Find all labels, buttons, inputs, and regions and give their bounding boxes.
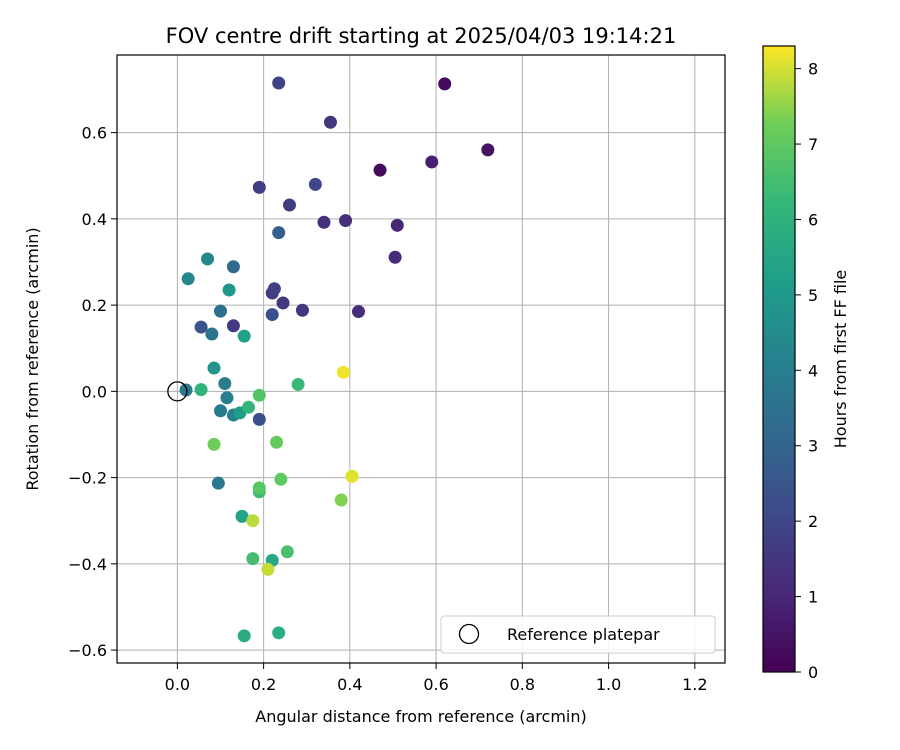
scatter-point [201,252,215,266]
colorbar-gradient [762,45,796,673]
grid-lines [117,55,725,663]
scatter-point [317,215,331,229]
x-tick-label: 0.6 [423,675,448,694]
x-tick-label: 1.0 [596,675,621,694]
scatter-point [282,198,296,212]
scatter-point [345,469,359,483]
legend-entry-label: Reference platepar [507,625,660,644]
scatter-point [425,155,439,169]
scatter-point [270,435,284,449]
plot-frame [116,54,726,664]
scatter-point [237,629,251,643]
scatter-point [218,377,232,391]
chart-title: FOV centre drift starting at 2025/04/03 … [166,24,677,48]
scatter-point [388,250,402,264]
y-tick-label: −0.6 [68,641,107,660]
scatter-point [211,476,225,490]
scatter-point [213,304,227,318]
scatter-point [295,303,309,317]
scatter-point [226,260,240,274]
y-tick-label: 0.0 [82,382,107,401]
x-tick-label: 0.4 [337,675,362,694]
colorbar-tick-label: 3 [808,437,818,456]
scatter-point [323,115,337,129]
scatter-point [235,509,249,523]
scatter-point [242,400,256,414]
scatter-point [213,404,227,418]
colorbar-tick-label: 0 [808,663,818,682]
scatter-point [280,545,294,559]
scatter-point [207,437,221,451]
scatter-point [222,283,236,297]
scatter-point [438,77,452,91]
scatter-point [252,180,266,194]
legend-marker-icon [458,623,480,645]
x-tick-label: 0.0 [165,675,190,694]
data-points [179,76,495,643]
scatter-point [237,329,251,343]
colorbar-tick-label: 7 [808,135,818,154]
scatter-point [205,327,219,341]
colorbar-tick-label: 4 [808,361,818,380]
scatter-point [373,163,387,177]
y-tick-label: −0.2 [68,469,107,488]
reference-point [167,381,188,402]
x-axis-ticks: 0.0 0.2 0.4 0.6 0.8 1.0 1.2 [165,663,708,694]
x-axis-label: Angular distance from reference (arcmin) [255,707,586,726]
legend-box [440,615,716,654]
colorbar-ticks: 0 1 2 3 4 5 6 7 8 [795,60,818,682]
colorbar-tick-label: 5 [808,286,818,305]
scatter-point [265,308,279,322]
scatter-point [179,383,193,397]
y-tick-label: 0.2 [82,296,107,315]
scatter-point [226,319,240,333]
scatter-point [252,412,266,426]
scatter-point [207,361,221,375]
scatter-point [181,272,195,286]
scatter-point [194,383,208,397]
scatter-point [246,514,260,528]
y-tick-label: 0.4 [82,210,107,229]
colorbar-tick-label: 6 [808,210,818,229]
y-axis-ticks: 0.6 0.4 0.2 0.0 −0.2 −0.4 −0.6 [68,124,117,660]
scatter-point [339,214,353,228]
scatter-point [481,143,495,157]
colorbar: 0 1 2 3 4 5 6 7 8 Hours from first FF file [762,45,850,682]
scatter-point [252,388,266,402]
y-tick-label: −0.4 [68,555,107,574]
x-tick-label: 0.8 [510,675,535,694]
y-tick-label: 0.6 [82,124,107,143]
scatter-point [274,472,288,486]
scatter-point [272,76,286,90]
legend: Reference platepar [440,615,716,654]
scatter-point [272,226,286,240]
x-tick-label: 0.2 [251,675,276,694]
colorbar-tick-label: 8 [808,60,818,79]
scatter-point [252,481,266,495]
scatter-point [308,177,322,191]
x-tick-label: 1.2 [682,675,707,694]
scatter-point [390,218,404,232]
scatter-point [194,320,208,334]
scatter-point [261,562,275,576]
scatter-point [276,296,290,310]
scatter-point [272,626,286,640]
scatter-point [267,282,281,296]
colorbar-label: Hours from first FF file [831,270,850,449]
scatter-point [336,365,350,379]
scatter-point [291,377,305,391]
colorbar-tick-label: 2 [808,512,818,531]
colorbar-tick-label: 1 [808,588,818,607]
reference-marker [167,381,188,402]
scatter-point [246,552,260,566]
scatter-point [334,493,348,507]
y-axis-label: Rotation from reference (arcmin) [23,227,42,490]
scatter-point [351,305,365,319]
scatter-point [220,391,234,405]
